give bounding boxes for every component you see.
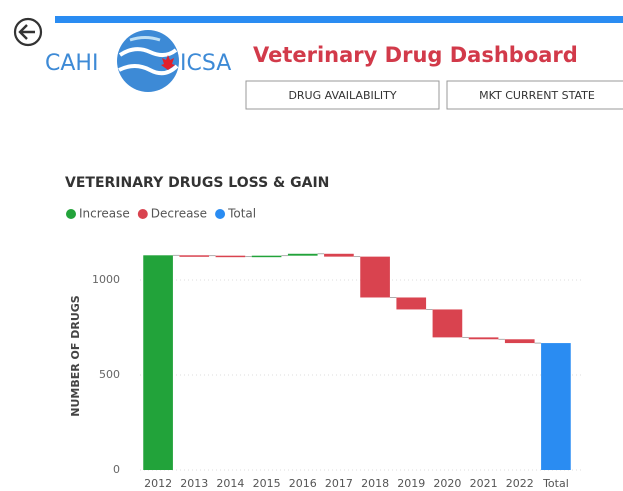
bar (287, 253, 318, 256)
bar (396, 297, 427, 310)
logo-text: ICSA (180, 51, 231, 76)
legend-label: Total (227, 207, 256, 221)
x-tick-label: 2013 (180, 477, 208, 490)
bar (541, 343, 571, 470)
legend-swatch (66, 209, 76, 219)
y-tick-label: 500 (99, 368, 120, 381)
bar (179, 255, 210, 257)
x-tick-label: 2022 (506, 477, 534, 490)
legend-swatch (215, 209, 226, 219)
nav-button-label[interactable]: MKT CURRENT STATE (479, 89, 595, 102)
logo-text: CAHI (45, 51, 98, 76)
x-tick-label: 2012 (144, 477, 172, 490)
x-tick-label: Total (542, 477, 569, 490)
x-tick-label: 2020 (433, 477, 461, 490)
top-bar (55, 16, 623, 23)
bar (251, 255, 282, 258)
x-tick-label: 2021 (470, 477, 498, 490)
dashboard-title: Veterinary Drug Dashboard (253, 43, 578, 67)
bar (143, 255, 173, 470)
legend-label: Increase (79, 207, 130, 221)
bar (432, 309, 463, 338)
bar (360, 256, 390, 298)
nav-button-label[interactable]: DRUG AVAILABILITY (288, 89, 396, 102)
bar (324, 253, 354, 257)
x-tick-label: 2014 (216, 477, 244, 490)
nav-button[interactable]: DRUG AVAILABILITY (245, 80, 440, 110)
bar (215, 255, 246, 258)
x-tick-label: 2017 (325, 477, 353, 490)
x-tick-label: 2019 (397, 477, 425, 490)
y-axis-label: NUMBER OF DRUGS (69, 295, 82, 417)
back-button[interactable] (13, 17, 43, 47)
bar (468, 337, 499, 340)
nav-button[interactable]: MKT CURRENT STATE (446, 80, 623, 110)
logo (117, 30, 179, 92)
x-tick-label: 2015 (253, 477, 281, 490)
legend-label: Decrease (151, 207, 207, 221)
y-tick-label: 0 (113, 463, 120, 476)
y-tick-label: 1000 (92, 273, 120, 286)
x-tick-label: 2018 (361, 477, 389, 490)
bar (504, 339, 535, 344)
legend-swatch (137, 209, 148, 219)
chart-title: VETERINARY DRUGS LOSS & GAIN (65, 175, 329, 191)
x-tick-label: 2016 (289, 477, 317, 490)
